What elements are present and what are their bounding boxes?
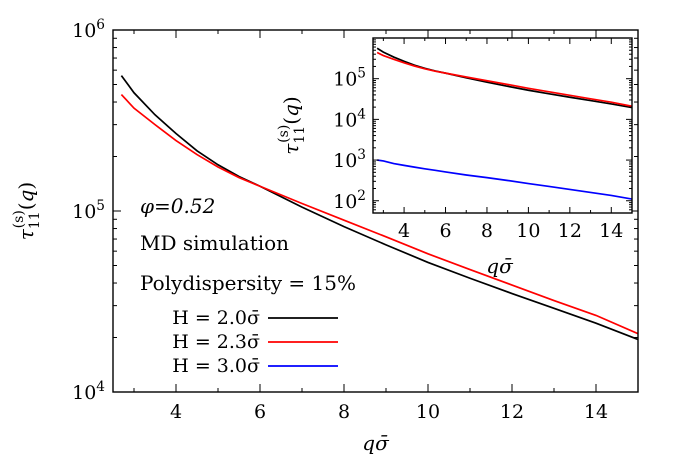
main-y-tick-label: 106	[72, 17, 105, 42]
legend-label-2: H = 2.3σ̄	[172, 331, 260, 353]
inset-x-tick-label: 6	[439, 220, 451, 242]
legend-label-3: H = 3.0σ̄	[172, 355, 260, 377]
inset-y-tick-label: 104	[333, 106, 366, 131]
inset-y-tick-label: 102	[333, 188, 366, 213]
main-x-tick-label: 4	[170, 401, 182, 423]
inset-y-axis-label: τ11(s)(q)	[276, 96, 308, 154]
main-y-tick-label: 104	[72, 379, 105, 404]
inset-x-tick-label: 14	[599, 220, 623, 242]
svg-text:τ11(s)(q): τ11(s)(q)	[276, 96, 308, 154]
main-x-tick-label: 8	[338, 401, 350, 423]
main-series-line-1	[120, 75, 638, 341]
legend-label-1: H = 2.0σ̄	[172, 307, 260, 329]
inset-series-line-3	[377, 159, 632, 200]
inset-x-tick-label: 8	[481, 220, 493, 242]
inset-x-axis-label: qσ̄	[486, 254, 514, 278]
inset-x-tick-label: 4	[398, 220, 410, 242]
main-x-tick-label: 6	[254, 401, 266, 423]
svg-text:τ11(s)(q): τ11(s)(q)	[11, 182, 43, 240]
legend: H = 2.0σ̄H = 2.3σ̄H = 3.0σ̄	[172, 307, 338, 377]
annotation-1: φ=0.52	[140, 194, 215, 218]
main-x-tick-label: 12	[500, 401, 524, 423]
main-x-tick-label: 14	[584, 401, 608, 423]
main-y-axis-label: τ11(s)(q)	[11, 182, 43, 240]
inset-series-line-2	[376, 51, 632, 108]
annotation-layer: φ=0.52 MD simulation Polydispersity = 15%	[140, 194, 356, 295]
main-x-axis-label: qσ̄	[362, 431, 390, 455]
main-y-tick-label: 105	[72, 198, 105, 223]
main-x-tick-label: 10	[416, 401, 440, 423]
inset-y-tick-label: 105	[333, 66, 366, 91]
annotation-3: Polydispersity = 15%	[140, 271, 356, 295]
main-series-line-2	[120, 93, 638, 335]
inset-x-tick-label: 10	[516, 220, 540, 242]
inset-plot-panel: 4 6 8 10 12 14 102 103 104 105 qσ̄ τ11(s)(q)	[276, 37, 633, 278]
annotation-2: MD simulation	[140, 231, 289, 255]
inset-x-tick-label: 12	[558, 220, 582, 242]
inset-y-tick-label: 103	[333, 147, 366, 172]
